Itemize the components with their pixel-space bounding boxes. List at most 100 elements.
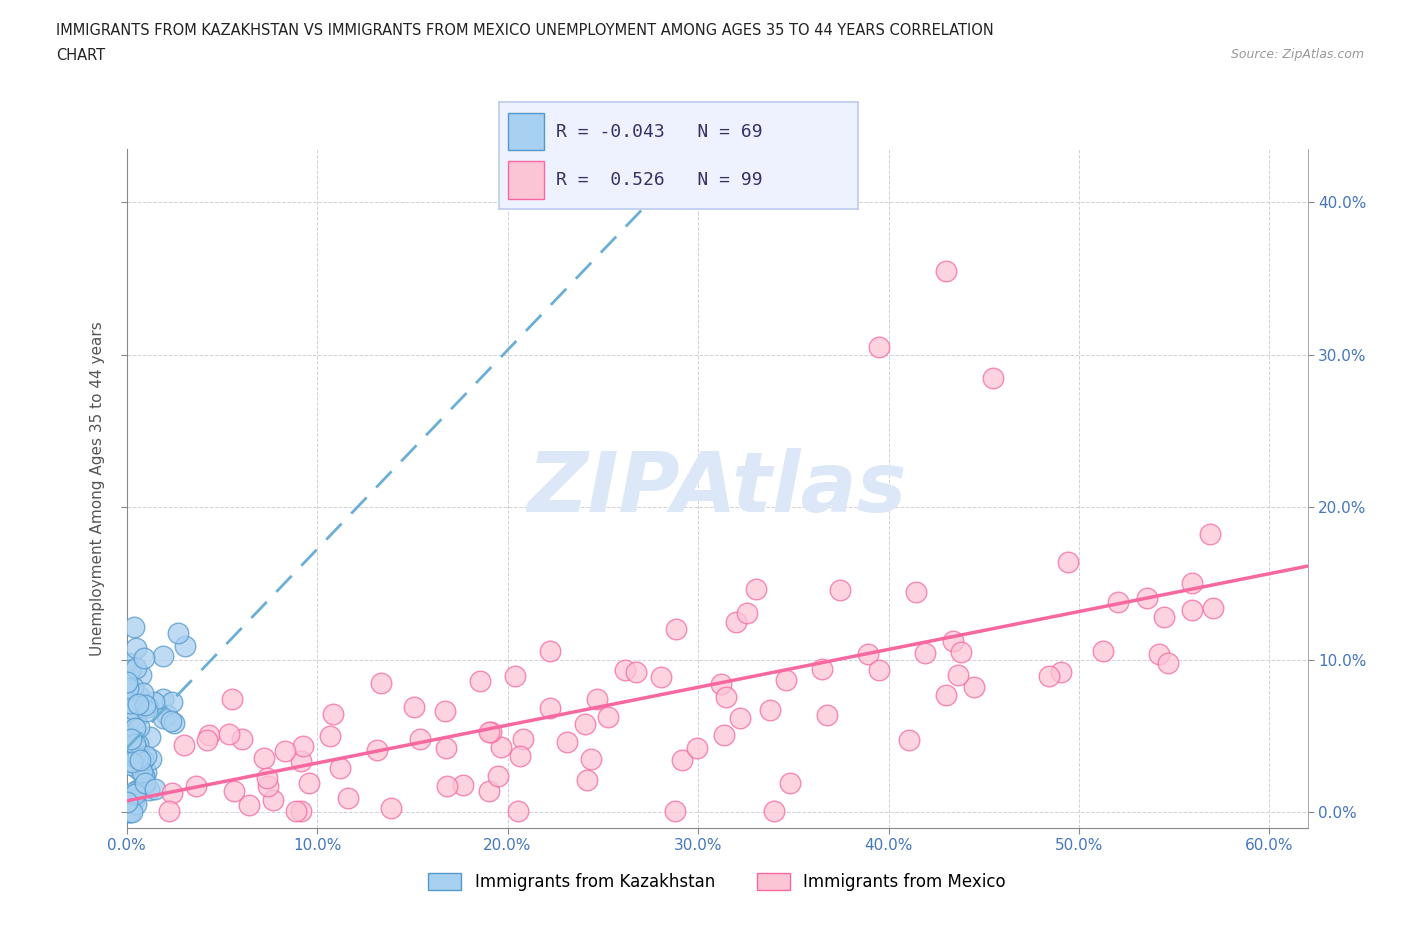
Point [725,615,748,630]
Point [124,743,146,758]
Point [1181,576,1204,591]
Point [122,680,145,695]
Point [120,741,142,756]
Point [370,676,392,691]
Point [897,732,920,747]
Bar [508,113,544,151]
Point [162,786,184,801]
Point [118,662,141,677]
Point [125,741,148,756]
Point [811,661,834,676]
Point [127,697,149,711]
Point [121,685,143,700]
Point [122,792,145,807]
Point [127,784,149,799]
Point [436,778,458,793]
Point [129,667,152,682]
Point [138,783,160,798]
Point [121,805,143,820]
Point [122,785,145,800]
Point [779,776,801,790]
Point [941,634,963,649]
Point [613,662,636,677]
Point [714,689,737,704]
Point [830,582,852,597]
Point [686,740,709,755]
Point [143,694,166,709]
Point [157,804,180,818]
Text: Source: ZipAtlas.com: Source: ZipAtlas.com [1230,48,1364,61]
Point [117,675,139,690]
Legend: Immigrants from Kazakhstan, Immigrants from Mexico: Immigrants from Kazakhstan, Immigrants f… [422,866,1012,897]
Point [122,701,145,716]
Point [366,743,388,758]
Point [538,644,561,658]
Point [290,804,312,818]
Point [650,670,672,684]
Point [195,733,218,748]
Point [127,737,149,751]
Point [1107,594,1129,609]
Point [503,668,526,683]
Point [512,731,534,746]
Point [117,656,139,671]
Point [538,700,561,715]
Point [143,781,166,796]
Point [120,731,142,746]
Point [963,680,986,695]
Point [135,749,157,764]
Point [152,692,174,707]
Point [159,713,181,728]
Point [218,726,240,741]
Point [671,752,693,767]
Text: ZIPAtlas: ZIPAtlas [527,447,907,529]
Point [118,696,141,711]
Point [1199,526,1222,541]
Point [124,787,146,802]
Point [284,804,307,818]
Point [981,370,1004,385]
Point [262,792,284,807]
Point [198,728,221,743]
Point [868,339,890,354]
Point [1180,603,1202,618]
Point [585,692,607,707]
Point [136,699,159,714]
Point [402,699,425,714]
Point [478,724,501,739]
Point [1057,555,1080,570]
Point [745,581,768,596]
Point [486,769,509,784]
Point [508,804,530,818]
Point [173,639,195,654]
Point [136,703,159,718]
Point [380,801,402,816]
Point [186,778,208,793]
Point [274,743,297,758]
Point [762,804,785,818]
Point [115,794,138,809]
Point [131,764,153,779]
Point [125,641,148,656]
Point [664,804,686,818]
Point [166,625,188,640]
Point [117,805,139,820]
Point [125,711,148,726]
Point [122,619,145,634]
Point [574,717,596,732]
Point [479,724,502,739]
Text: IMMIGRANTS FROM KAZAKHSTAN VS IMMIGRANTS FROM MEXICO UNEMPLOYMENT AMONG AGES 35 : IMMIGRANTS FROM KAZAKHSTAN VS IMMIGRANTS… [56,23,994,38]
Bar [508,161,544,199]
Point [252,751,274,765]
Point [128,689,150,704]
Text: CHART: CHART [56,48,105,63]
Point [125,660,148,675]
Point [433,704,456,719]
Point [256,771,278,786]
Point [775,673,797,688]
Point [817,707,839,722]
Point [950,644,973,659]
Point [152,649,174,664]
Point [509,749,531,764]
Point [758,702,780,717]
